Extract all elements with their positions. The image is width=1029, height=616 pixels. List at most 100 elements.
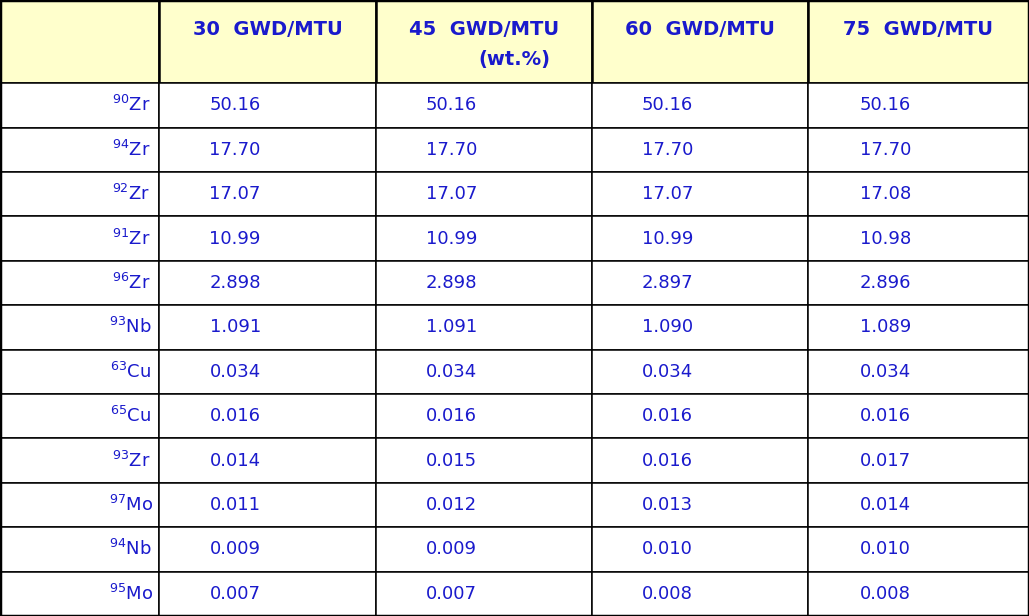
Text: 0.007: 0.007 <box>210 585 260 603</box>
Bar <box>159 261 376 305</box>
Bar <box>592 172 808 216</box>
Bar <box>0 439 159 483</box>
Bar <box>808 172 1029 216</box>
Bar <box>0 305 159 349</box>
Bar <box>592 350 808 394</box>
Text: $^{93}$Nb: $^{93}$Nb <box>109 317 152 338</box>
Text: 1.090: 1.090 <box>642 318 693 336</box>
Text: 17.07: 17.07 <box>426 185 476 203</box>
Text: 17.70: 17.70 <box>859 141 911 159</box>
Bar <box>808 83 1029 128</box>
Text: $^{91}$Zr: $^{91}$Zr <box>111 229 150 249</box>
Text: 50.16: 50.16 <box>642 96 693 115</box>
Text: 0.016: 0.016 <box>426 407 476 425</box>
Text: 10.98: 10.98 <box>859 230 911 248</box>
Text: 0.016: 0.016 <box>642 407 693 425</box>
Text: 1.091: 1.091 <box>210 318 260 336</box>
Text: 10.99: 10.99 <box>210 230 260 248</box>
Bar <box>159 572 376 616</box>
Bar <box>376 305 592 349</box>
Bar <box>0 527 159 572</box>
Bar <box>0 261 159 305</box>
Bar <box>592 261 808 305</box>
Text: $^{95}$Mo: $^{95}$Mo <box>109 584 153 604</box>
Text: 60  GWD/MTU: 60 GWD/MTU <box>625 20 775 39</box>
Bar <box>0 0 159 83</box>
Text: (wt.%): (wt.%) <box>478 51 551 70</box>
Text: 0.009: 0.009 <box>426 540 476 558</box>
Bar <box>592 439 808 483</box>
Bar <box>376 572 592 616</box>
Text: 0.034: 0.034 <box>859 363 911 381</box>
Text: 17.08: 17.08 <box>859 185 911 203</box>
Bar <box>159 350 376 394</box>
Text: 0.011: 0.011 <box>210 496 260 514</box>
Bar <box>592 83 808 128</box>
Bar <box>592 394 808 439</box>
Text: 0.007: 0.007 <box>426 585 476 603</box>
Text: 50.16: 50.16 <box>426 96 476 115</box>
Text: 0.034: 0.034 <box>426 363 476 381</box>
Bar <box>808 483 1029 527</box>
Bar <box>592 216 808 261</box>
Bar <box>376 527 592 572</box>
Bar <box>592 0 808 83</box>
Bar <box>376 83 592 128</box>
Bar <box>808 0 1029 83</box>
Bar <box>376 128 592 172</box>
Bar <box>159 216 376 261</box>
Text: 17.07: 17.07 <box>210 185 260 203</box>
Bar <box>808 527 1029 572</box>
Text: 0.008: 0.008 <box>860 585 911 603</box>
Text: 30  GWD/MTU: 30 GWD/MTU <box>192 20 343 39</box>
Text: 0.012: 0.012 <box>426 496 476 514</box>
Text: 0.015: 0.015 <box>426 452 476 469</box>
Text: 2.898: 2.898 <box>209 274 261 292</box>
Text: 17.70: 17.70 <box>210 141 260 159</box>
Text: 0.010: 0.010 <box>860 540 911 558</box>
Bar <box>592 527 808 572</box>
Bar <box>159 0 376 83</box>
Text: 17.70: 17.70 <box>426 141 476 159</box>
Bar <box>808 305 1029 349</box>
Bar <box>592 572 808 616</box>
Text: 0.016: 0.016 <box>642 452 693 469</box>
Text: 0.017: 0.017 <box>859 452 911 469</box>
Text: 0.009: 0.009 <box>210 540 260 558</box>
Text: $^{65}$Cu: $^{65}$Cu <box>110 406 151 426</box>
Text: 17.07: 17.07 <box>642 185 693 203</box>
Text: 1.091: 1.091 <box>426 318 476 336</box>
Bar <box>0 350 159 394</box>
Text: $^{97}$Mo: $^{97}$Mo <box>109 495 153 515</box>
Bar <box>0 394 159 439</box>
Text: $^{63}$Cu: $^{63}$Cu <box>110 362 151 382</box>
Bar <box>592 128 808 172</box>
Text: 45  GWD/MTU: 45 GWD/MTU <box>409 20 559 39</box>
Text: $^{94}$Nb: $^{94}$Nb <box>109 540 152 559</box>
Text: 17.70: 17.70 <box>642 141 693 159</box>
Bar <box>159 305 376 349</box>
Bar <box>0 216 159 261</box>
Text: 2.898: 2.898 <box>425 274 477 292</box>
Bar <box>159 439 376 483</box>
Text: 2.897: 2.897 <box>641 274 694 292</box>
Bar <box>159 172 376 216</box>
Bar <box>808 216 1029 261</box>
Bar <box>376 172 592 216</box>
Bar <box>376 394 592 439</box>
Bar <box>0 83 159 128</box>
Text: $^{94}$Zr: $^{94}$Zr <box>111 140 150 160</box>
Text: 0.014: 0.014 <box>859 496 911 514</box>
Bar <box>0 572 159 616</box>
Bar <box>159 483 376 527</box>
Bar <box>159 128 376 172</box>
Bar <box>159 83 376 128</box>
Text: 10.99: 10.99 <box>642 230 693 248</box>
Bar <box>159 394 376 439</box>
Text: 0.034: 0.034 <box>642 363 693 381</box>
Text: 0.016: 0.016 <box>210 407 260 425</box>
Bar <box>808 439 1029 483</box>
Bar <box>376 439 592 483</box>
Bar <box>592 305 808 349</box>
Text: 0.010: 0.010 <box>642 540 693 558</box>
